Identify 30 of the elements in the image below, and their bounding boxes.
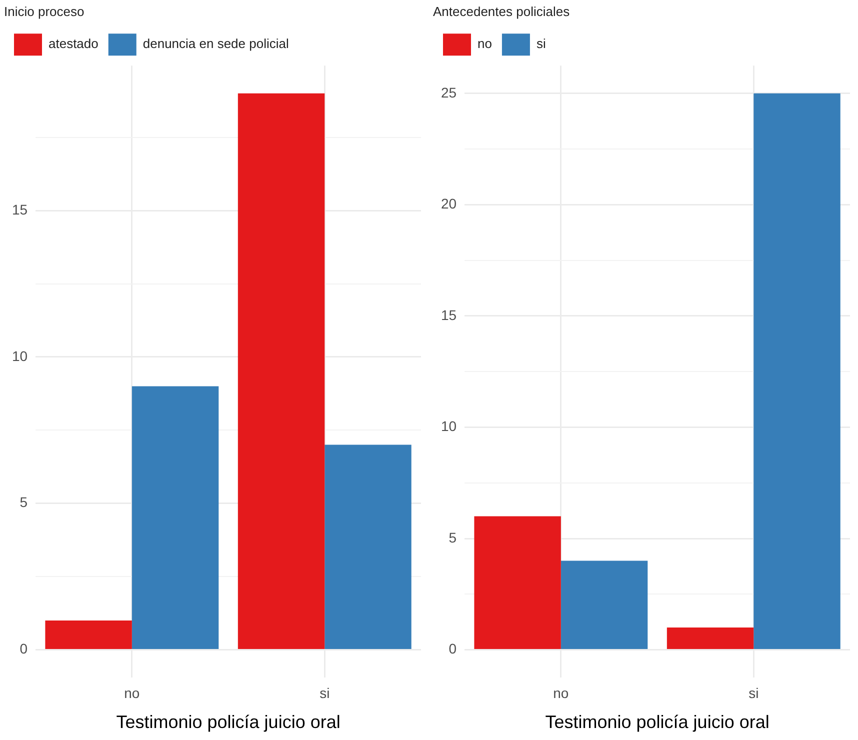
legend-title: Inicio proceso (4, 4, 84, 20)
y-tick-label: 0 (20, 640, 28, 657)
legend-label: atestado (48, 36, 98, 52)
y-tick-label: 20 (440, 196, 457, 212)
bar (666, 628, 754, 650)
y-tick-label: 5 (448, 529, 457, 546)
y-tick-label: 5 (20, 494, 28, 510)
bar (474, 516, 561, 650)
y-tick-label: 0 (448, 640, 457, 657)
y-tick-label: 15 (12, 201, 28, 218)
x-tick-label: no (553, 684, 569, 701)
bar (754, 93, 840, 650)
bar (238, 93, 325, 650)
x-tick-label: si (748, 684, 759, 701)
y-tick-label: 10 (440, 418, 457, 434)
y-tick-label: 25 (440, 84, 457, 100)
bar (324, 444, 412, 650)
x-axis-title: Testimonio policía juicio oral (116, 712, 340, 732)
legend-label: si (536, 36, 546, 52)
legend-label: no (478, 36, 492, 52)
y-tick-label: 10 (12, 348, 28, 364)
y-tick-label: 15 (440, 306, 457, 323)
x-axis-title: Testimonio policía juicio oral (545, 712, 770, 732)
bar (45, 620, 132, 650)
legend-label: denuncia en sede policial (142, 36, 289, 52)
bar (132, 386, 219, 650)
legend-title: Antecedentes policiales (433, 4, 570, 20)
x-tick-label: no (124, 684, 140, 701)
bar (560, 560, 648, 650)
x-tick-label: si (320, 684, 330, 701)
